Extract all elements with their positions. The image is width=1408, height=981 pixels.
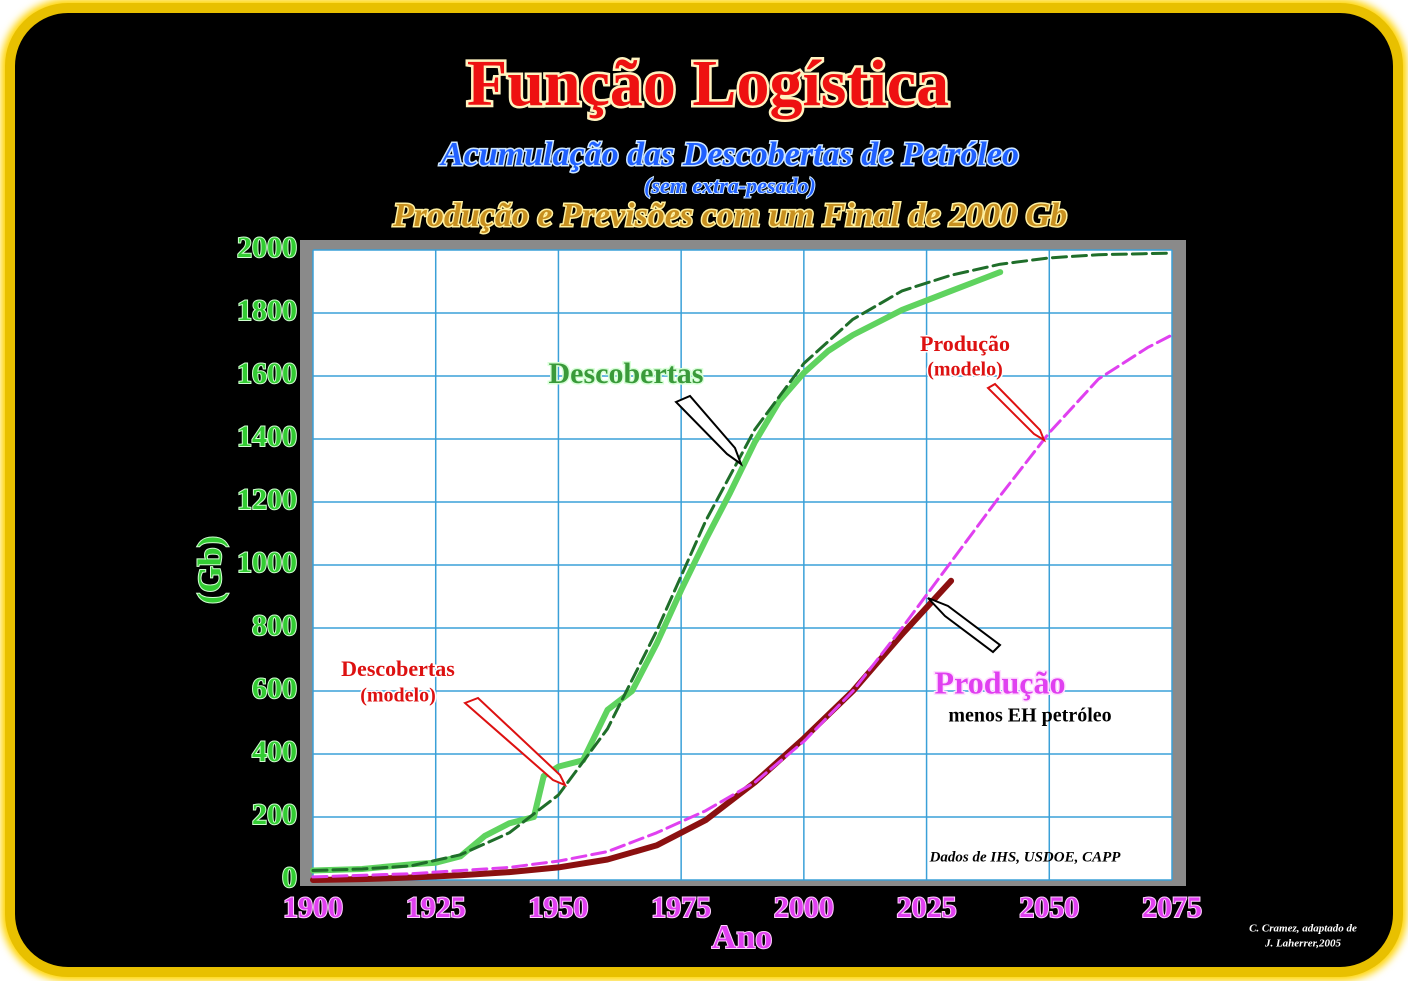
x-tick-label: 1950: [528, 891, 588, 924]
x-tick-label: 1900: [283, 891, 343, 924]
series-label: Produção: [935, 664, 1066, 700]
annotation: Descobertas: [341, 656, 455, 681]
credit: J. Laherrer,2005: [1264, 938, 1342, 950]
y-tick-label: 600: [252, 672, 297, 705]
y-tick-label: 1800: [237, 294, 297, 327]
y-axis-label: (Gb): [192, 536, 229, 604]
annotation: (modelo): [360, 685, 436, 707]
x-tick-label: 2025: [897, 891, 957, 924]
y-tick-label: 1400: [237, 420, 297, 453]
data-line: [311, 251, 1174, 872]
credit: C. Cramez, adaptado de: [1249, 923, 1357, 935]
y-tick-label: 400: [252, 735, 297, 768]
subtitle-note: (sem extra-pesado): [644, 173, 816, 198]
x-tick-label: 2050: [1019, 891, 1079, 924]
data-line: [310, 269, 1004, 874]
x-tick-label: 1975: [651, 891, 711, 924]
y-tick-label: 1200: [237, 483, 297, 516]
y-tick-label: 0: [282, 861, 297, 894]
source-note: Dados de IHS, USDOE, CAPP: [929, 849, 1122, 865]
y-tick-label: 800: [252, 609, 297, 642]
chart-title: Função Logística: [467, 47, 949, 120]
subtitle2: Produção e Previsões com um Final de 200…: [392, 197, 1067, 234]
annotation: menos EH petróleo: [948, 705, 1111, 727]
series-label: Descobertas: [549, 357, 704, 390]
x-tick-label: 2075: [1142, 891, 1202, 924]
x-tick-label: 2000: [774, 891, 834, 924]
y-tick-label: 1000: [237, 546, 297, 579]
arrow: [674, 394, 744, 467]
x-tick-label: 1925: [406, 891, 466, 924]
annotation: Produção: [920, 331, 1010, 356]
y-tick-label: 1600: [237, 357, 297, 390]
data-line: [311, 333, 1174, 879]
y-tick-label: 2000: [237, 231, 297, 264]
arrow: [927, 597, 1002, 654]
annotation: (modelo): [927, 359, 1003, 381]
subtitle: Acumulação das Descobertas de Petróleo: [439, 136, 1019, 173]
arrow: [463, 696, 568, 787]
x-axis-label: Ano: [712, 919, 772, 956]
y-tick-label: 200: [252, 798, 297, 831]
arrow: [986, 382, 1047, 443]
